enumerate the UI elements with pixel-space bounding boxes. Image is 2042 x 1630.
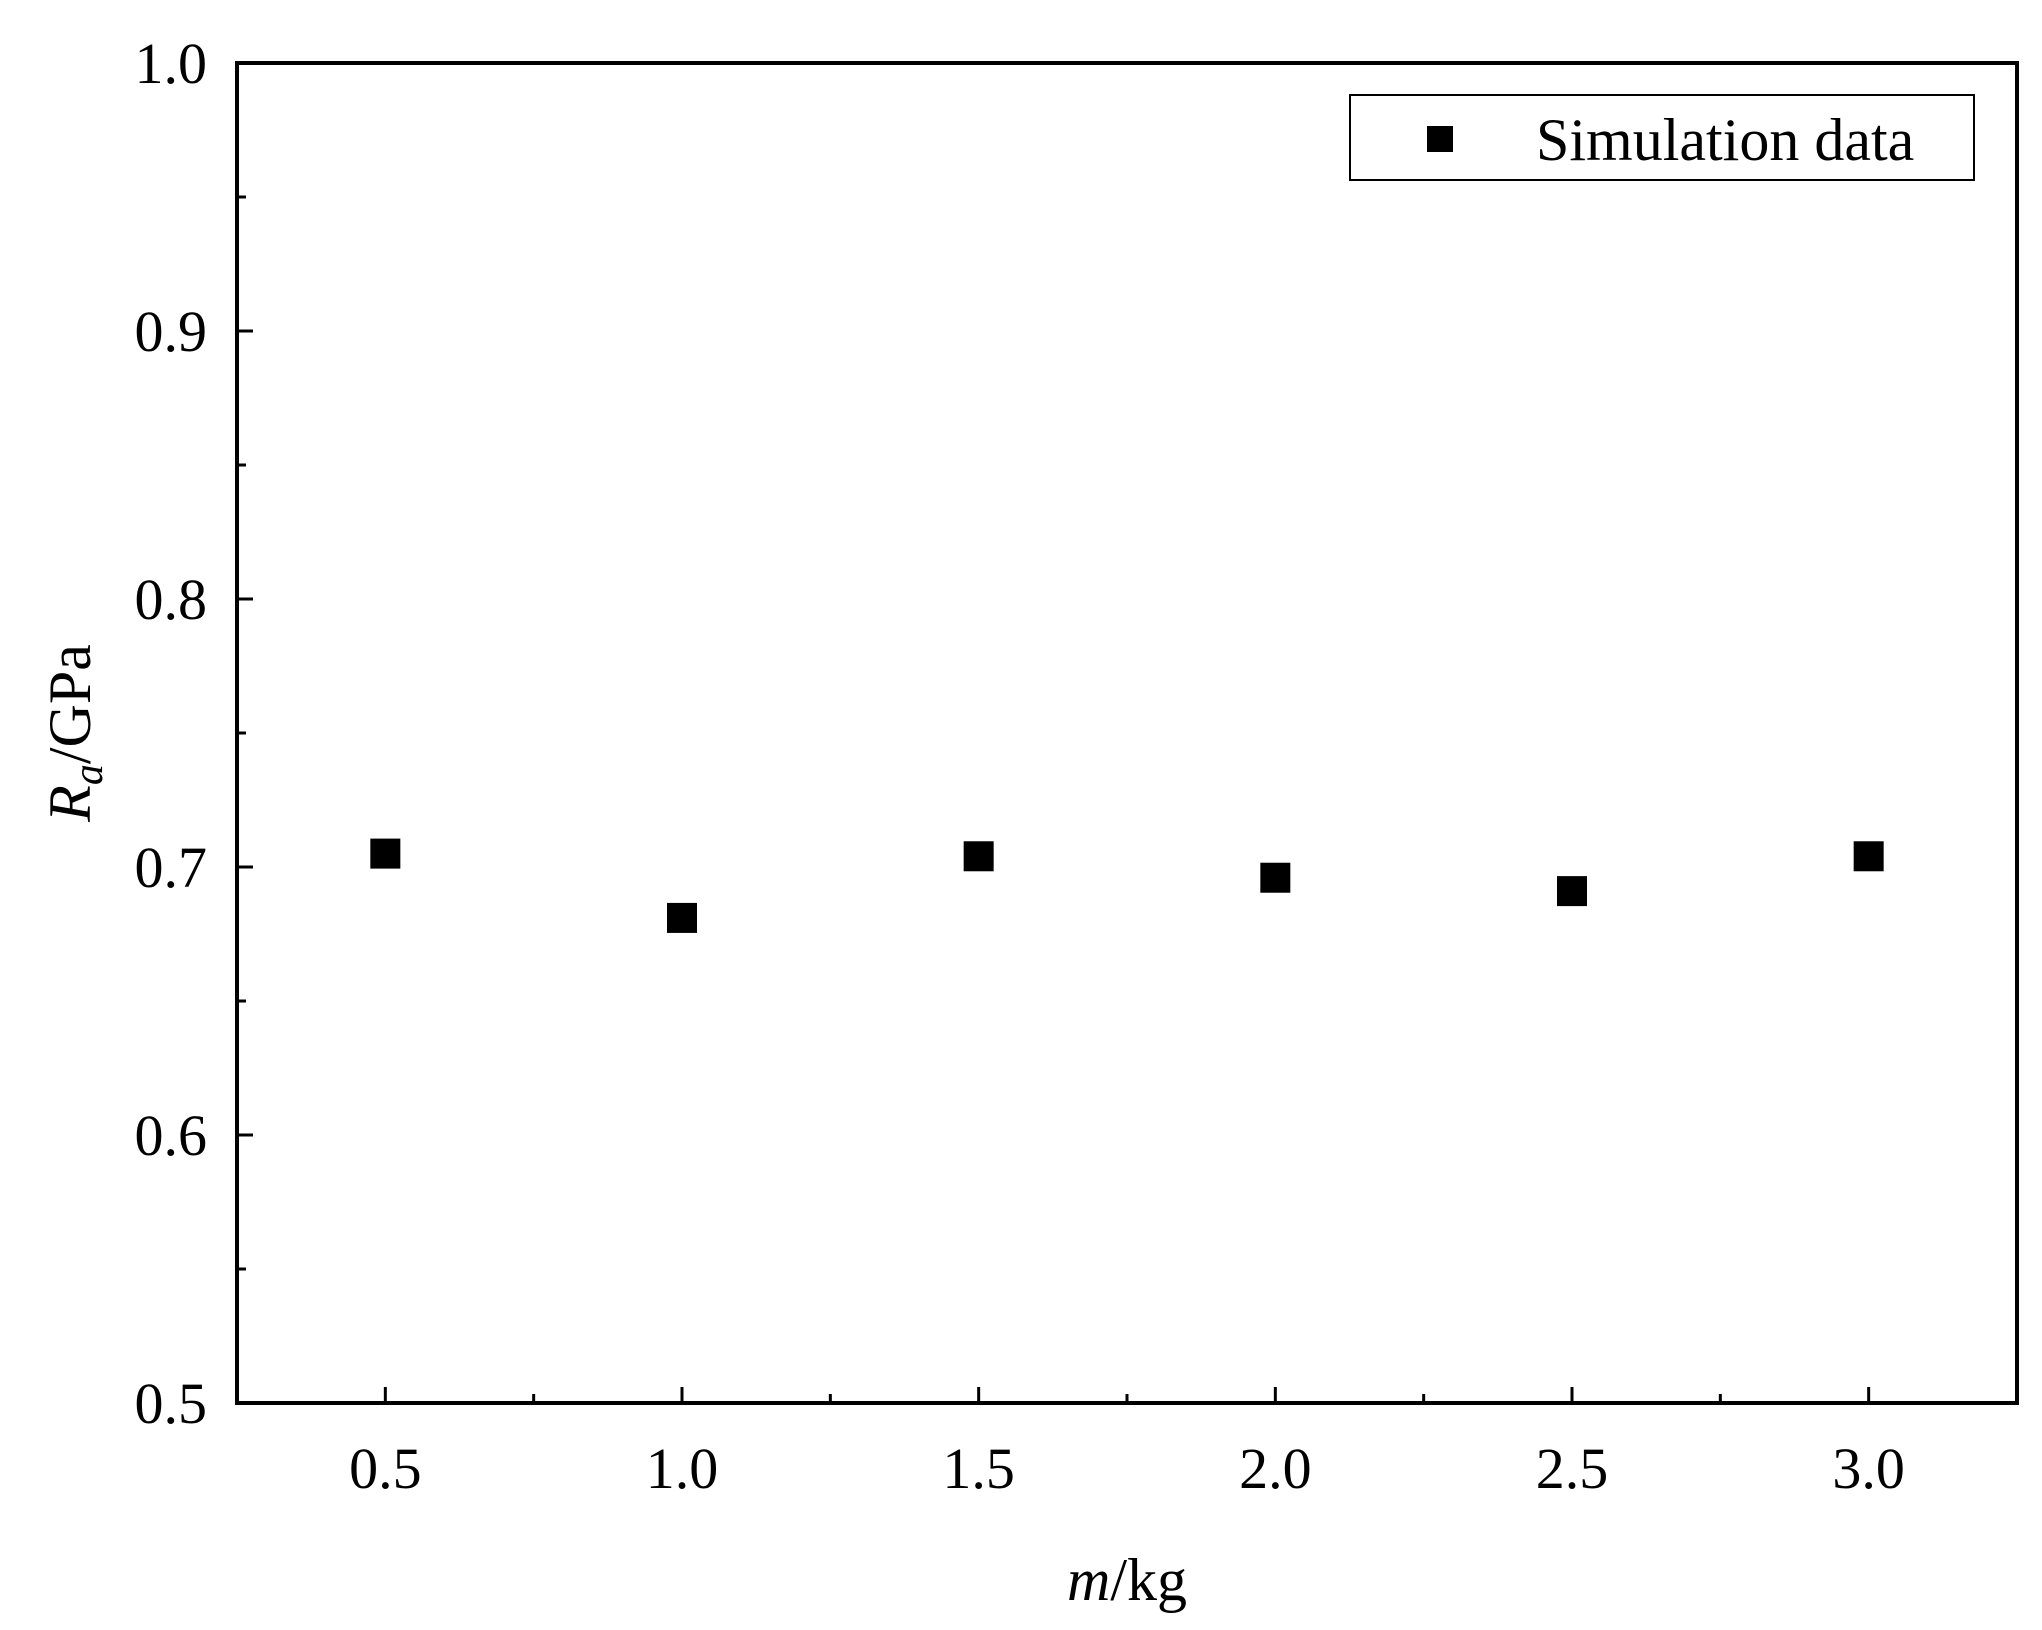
y-tick-label: 0.9 — [135, 299, 208, 364]
x-tick-label: 1.0 — [646, 1436, 719, 1501]
legend-label: Simulation data — [1536, 107, 1914, 173]
data-point — [1260, 862, 1291, 893]
y-axis-title-sub: a — [66, 764, 112, 785]
legend: Simulation data — [1349, 94, 1975, 181]
data-point — [1557, 876, 1587, 907]
y-axis-title: Ra/GPa — [37, 644, 112, 823]
y-axis-title-var: R — [37, 785, 103, 823]
y-axis-title-unit: /GPa — [37, 644, 103, 764]
y-tick-label: 0.6 — [135, 1103, 208, 1168]
data-point — [370, 838, 401, 869]
y-tick-label: 1.0 — [135, 31, 208, 96]
y-tick-label: 0.7 — [135, 835, 208, 900]
data-points — [370, 838, 1884, 933]
plot-frame — [235, 61, 2019, 1405]
x-tick-label: 1.5 — [942, 1436, 1015, 1501]
data-point — [963, 841, 994, 872]
y-tick-label: 0.8 — [135, 567, 208, 632]
y-tick-label: 0.5 — [135, 1371, 208, 1436]
x-tick-label: 0.5 — [349, 1436, 422, 1501]
x-axis-title: m/kg — [1067, 1547, 1187, 1613]
legend-marker-square-icon — [1427, 126, 1453, 152]
x-tick-label: 2.5 — [1536, 1436, 1609, 1501]
x-axis-ticks: 0.5 1.0 1.5 2.0 2.5 3.0 — [349, 1387, 1905, 1501]
y-axis-ticks: 0.5 0.6 0.7 0.8 0.9 1.0 — [135, 31, 253, 1436]
data-point — [1853, 841, 1884, 872]
x-axis-title-var: m — [1067, 1547, 1110, 1613]
x-tick-label: 3.0 — [1832, 1436, 1905, 1501]
x-axis-title-unit: /kg — [1110, 1547, 1187, 1613]
x-tick-label: 2.0 — [1239, 1436, 1312, 1501]
legend-box — [1349, 94, 1975, 181]
data-point — [667, 902, 697, 933]
